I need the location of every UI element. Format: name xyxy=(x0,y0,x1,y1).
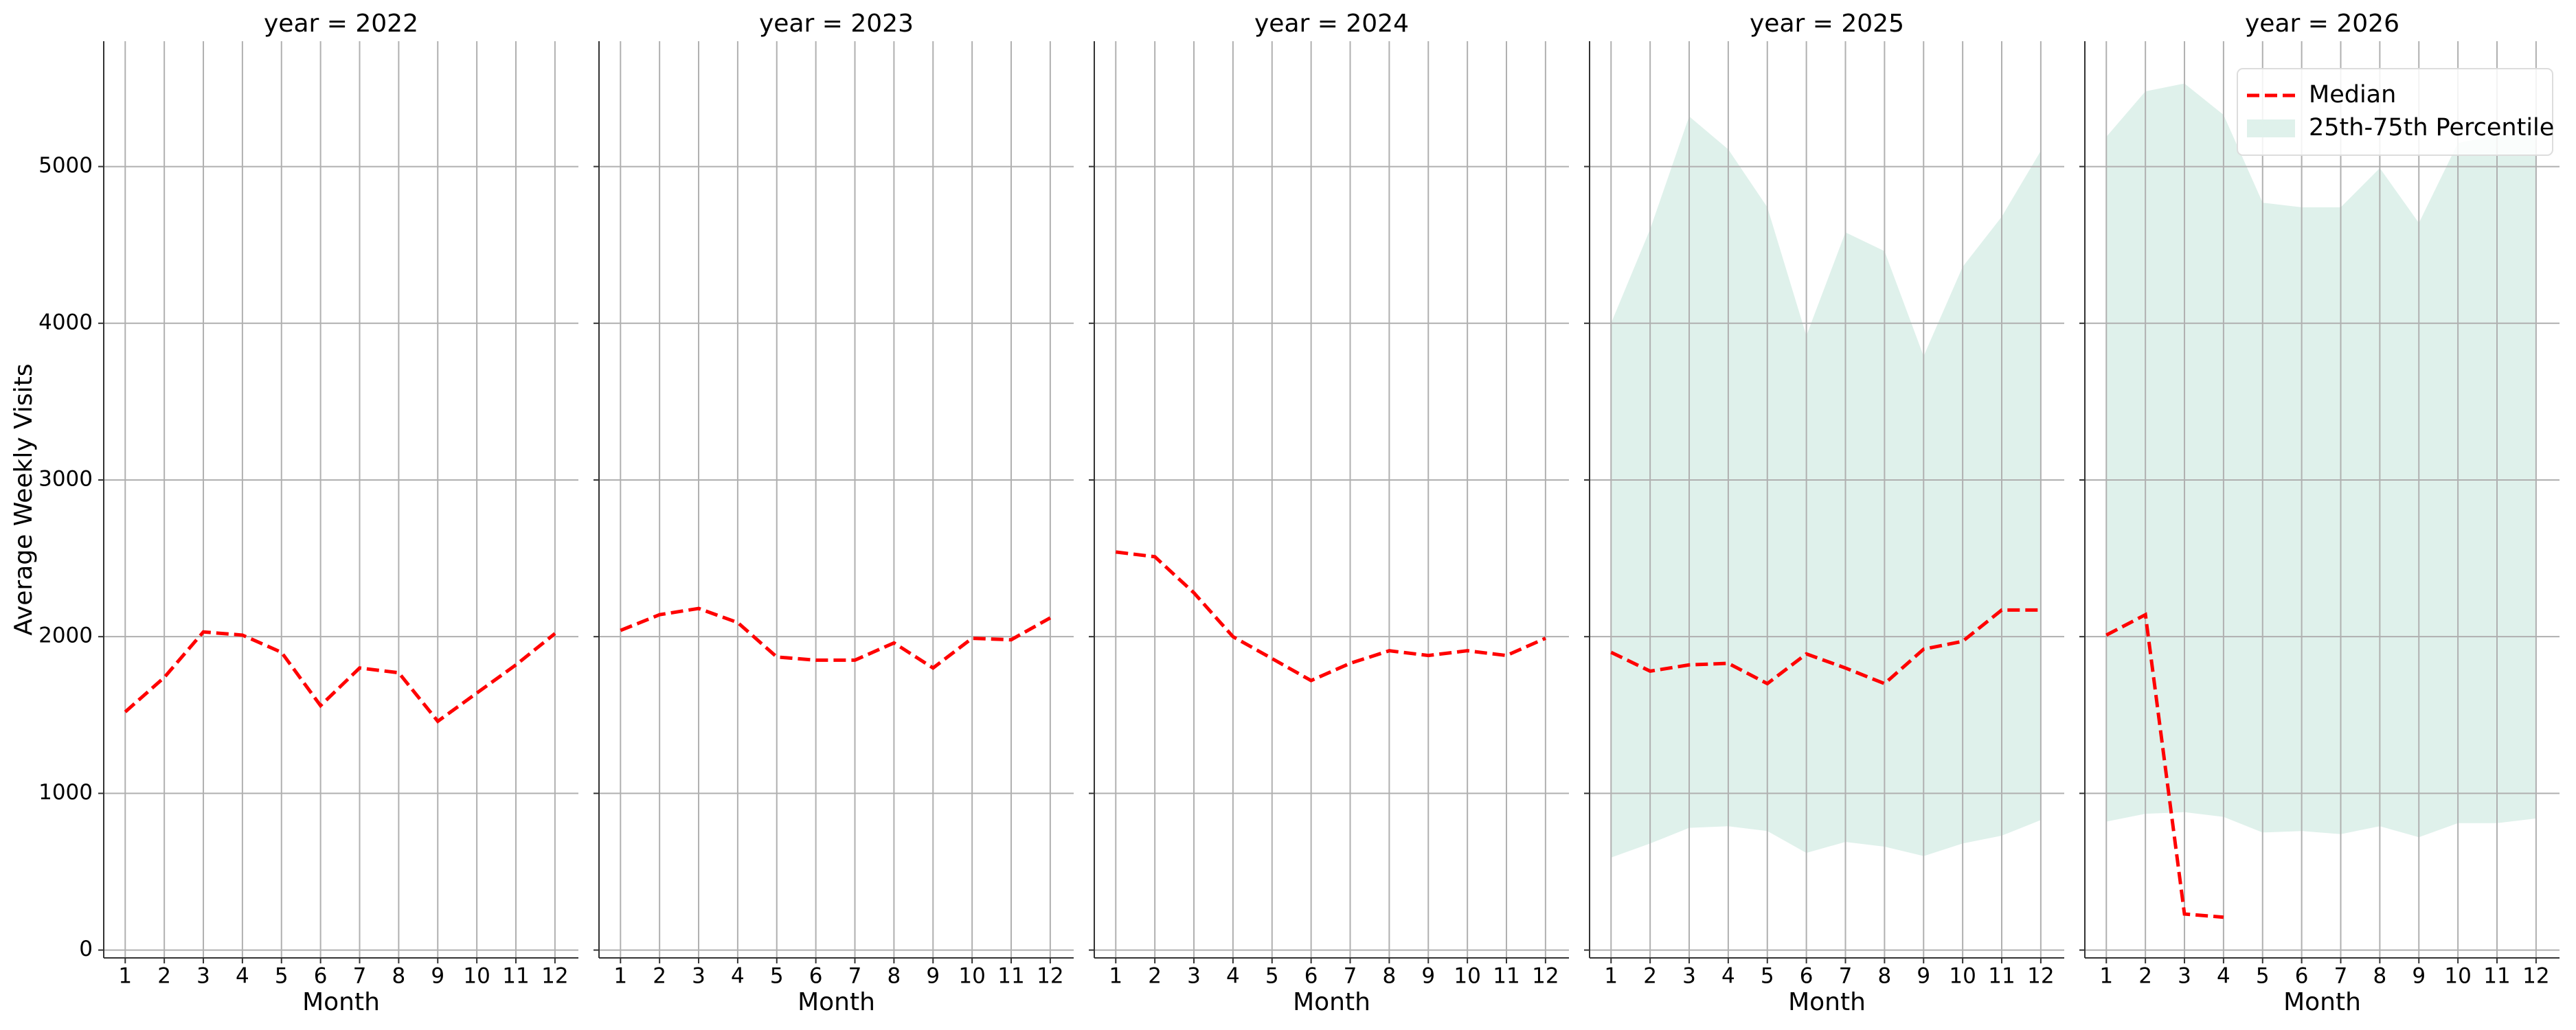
x-tick-label: 2 xyxy=(157,964,171,989)
x-tick-label: 2 xyxy=(1148,964,1162,989)
x-tick-label: 7 xyxy=(1344,964,1357,989)
x-tick-label: 10 xyxy=(1949,964,1976,989)
x-tick-label: 11 xyxy=(2483,964,2510,989)
panel-title: year = 2026 xyxy=(2245,10,2399,38)
y-tick-label: 5000 xyxy=(38,153,93,178)
x-tick-label: 12 xyxy=(1532,964,1559,989)
x-tick-label: 2 xyxy=(653,964,666,989)
x-tick-label: 5 xyxy=(1761,964,1774,989)
x-tick-label: 10 xyxy=(2444,964,2471,989)
x-tick-label: 9 xyxy=(926,964,940,989)
x-tick-label: 3 xyxy=(196,964,210,989)
x-tick-label: 1 xyxy=(118,964,132,989)
x-tick-label: 1 xyxy=(1604,964,1618,989)
x-tick-label: 10 xyxy=(463,964,490,989)
x-tick-label: 11 xyxy=(1988,964,2015,989)
panel-title: year = 2025 xyxy=(1750,10,1904,38)
x-tick-label: 8 xyxy=(888,964,901,989)
x-tick-label: 1 xyxy=(613,964,627,989)
percentile-band xyxy=(1611,116,2041,858)
y-tick-label: 3000 xyxy=(38,466,93,491)
x-tick-label: 11 xyxy=(997,964,1024,989)
x-tick-label: 4 xyxy=(1721,964,1735,989)
x-axis-label: Month xyxy=(2283,988,2361,1016)
y-tick-label: 4000 xyxy=(38,310,93,334)
panel-title: year = 2023 xyxy=(759,10,914,38)
x-tick-label: 7 xyxy=(848,964,862,989)
legend-label: 25th-75th Percentile xyxy=(2309,114,2554,141)
x-tick-label: 9 xyxy=(1421,964,1435,989)
legend-label: Median xyxy=(2309,81,2396,108)
x-tick-label: 8 xyxy=(1383,964,1397,989)
x-tick-label: 12 xyxy=(2027,964,2054,989)
x-tick-label: 2 xyxy=(1643,964,1657,989)
x-tick-label: 7 xyxy=(2334,964,2348,989)
x-tick-label: 6 xyxy=(1304,964,1318,989)
x-tick-label: 10 xyxy=(958,964,985,989)
x-tick-label: 8 xyxy=(2373,964,2387,989)
median-line xyxy=(620,606,1052,670)
y-axis-label: Average Weekly Visits xyxy=(10,363,38,635)
x-tick-label: 3 xyxy=(692,964,705,989)
x-axis-label: Month xyxy=(1293,988,1370,1016)
x-tick-label: 11 xyxy=(502,964,529,989)
x-tick-label: 8 xyxy=(392,964,406,989)
x-tick-label: 9 xyxy=(431,964,444,989)
percentile-band xyxy=(2106,83,2536,838)
x-tick-label: 8 xyxy=(1878,964,1892,989)
x-tick-label: 6 xyxy=(2295,964,2309,989)
x-tick-label: 7 xyxy=(353,964,367,989)
x-tick-label: 2 xyxy=(2138,964,2152,989)
x-axis-label: Month xyxy=(798,988,875,1016)
x-tick-label: 11 xyxy=(1493,964,1519,989)
x-tick-label: 1 xyxy=(1109,964,1122,989)
y-tick-label: 2000 xyxy=(38,623,93,648)
x-tick-label: 3 xyxy=(1187,964,1201,989)
x-tick-label: 4 xyxy=(2217,964,2230,989)
x-axis-label: Month xyxy=(302,988,380,1016)
median-line xyxy=(2105,612,2224,919)
x-tick-label: 12 xyxy=(541,964,568,989)
x-axis-label: Month xyxy=(1788,988,1866,1016)
x-tick-label: 5 xyxy=(1265,964,1279,989)
y-tick-label: 1000 xyxy=(38,780,93,805)
x-tick-label: 6 xyxy=(314,964,328,989)
x-tick-label: 1 xyxy=(2099,964,2113,989)
x-tick-label: 5 xyxy=(275,964,289,989)
x-tick-label: 3 xyxy=(1682,964,1696,989)
x-tick-label: 5 xyxy=(770,964,784,989)
y-tick-label: 0 xyxy=(79,937,93,961)
median-line xyxy=(1610,608,2041,686)
legend-swatch xyxy=(2247,119,2295,137)
x-tick-label: 4 xyxy=(236,964,249,989)
x-tick-label: 6 xyxy=(1800,964,1814,989)
median-line xyxy=(124,630,556,724)
x-tick-label: 4 xyxy=(731,964,745,989)
x-tick-label: 3 xyxy=(2178,964,2191,989)
x-tick-label: 12 xyxy=(2522,964,2549,989)
panel-title: year = 2022 xyxy=(264,10,418,38)
x-tick-label: 12 xyxy=(1037,964,1063,989)
x-tick-label: 6 xyxy=(809,964,823,989)
x-tick-label: 10 xyxy=(1454,964,1480,989)
x-tick-label: 7 xyxy=(1839,964,1853,989)
x-tick-label: 9 xyxy=(2412,964,2426,989)
panel-title: year = 2024 xyxy=(1254,10,1409,38)
x-tick-label: 5 xyxy=(2256,964,2270,989)
median-line xyxy=(1115,550,1546,683)
x-tick-label: 4 xyxy=(1226,964,1240,989)
x-tick-label: 9 xyxy=(1917,964,1930,989)
legend-box xyxy=(2237,68,2553,156)
